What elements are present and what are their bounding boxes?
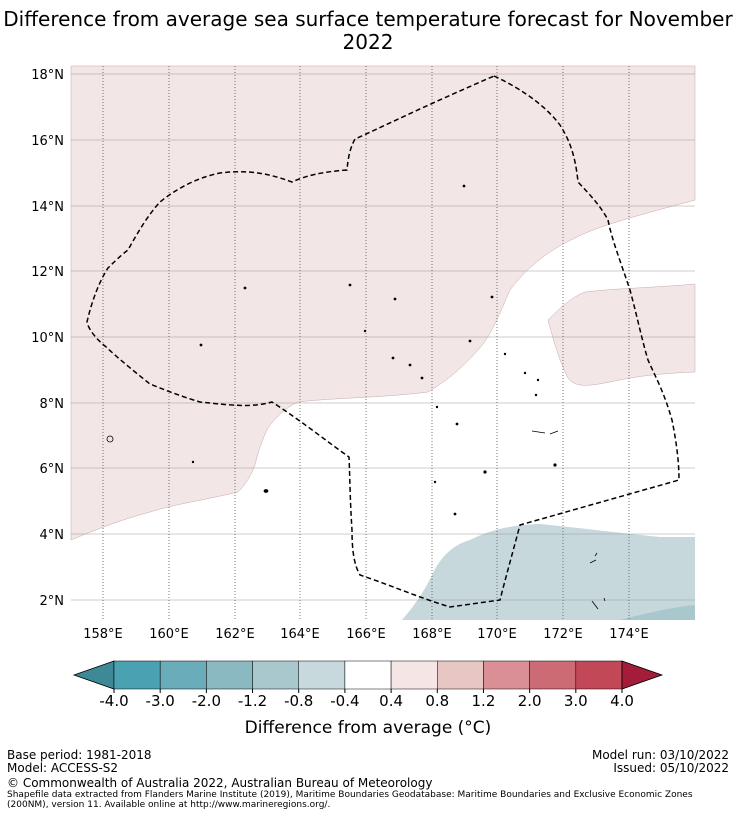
colorbar-tick-label: -3.0 xyxy=(146,692,175,710)
lon-tick-label: 170°E xyxy=(477,627,517,642)
lon-tick-labels: 158°E 160°E 162°E 164°E 166°E 168°E 170°… xyxy=(83,627,649,642)
island xyxy=(363,329,367,333)
colorbar-tick-label: 2.0 xyxy=(518,692,542,710)
colorbar-tick-label: 1.2 xyxy=(472,692,496,710)
colorbar-segment xyxy=(252,660,299,690)
lon-tick-label: 164°E xyxy=(280,627,320,642)
island xyxy=(453,512,457,516)
colorbar-title: Difference from average (°C) xyxy=(244,718,492,738)
cool-anomaly-region-strong xyxy=(620,605,695,620)
lon-tick-label: 160°E xyxy=(149,627,189,642)
island xyxy=(531,430,559,435)
colorbar-segment xyxy=(298,660,346,690)
island xyxy=(591,597,606,610)
lat-tick-label: 8°N xyxy=(40,397,65,412)
colorbar-segment xyxy=(529,660,577,690)
colorbar-segment xyxy=(206,660,253,690)
island xyxy=(243,286,247,290)
colorbar-segment xyxy=(113,660,161,690)
lon-tick-label: 158°E xyxy=(83,627,123,642)
island xyxy=(348,283,352,287)
lon-tick-label: 168°E xyxy=(412,627,452,642)
lat-tick-labels: 18°N 16°N 14°N 12°N 10°N 8°N 6°N 4°N 2°N xyxy=(31,68,64,609)
lat-tick-label: 18°N xyxy=(31,68,64,83)
colorbar-segment xyxy=(159,660,207,690)
lon-gridlines xyxy=(102,66,630,620)
colorbar xyxy=(72,660,664,690)
lon-tick-label: 166°E xyxy=(346,627,386,642)
colorbar-tick-label: -1.2 xyxy=(238,692,267,710)
island xyxy=(435,405,439,409)
colorbar-segment xyxy=(575,660,623,690)
colorbar-segment xyxy=(344,660,392,690)
island xyxy=(490,295,494,299)
shapefile-credit: Shapefile data extracted from Flanders M… xyxy=(7,790,693,810)
lat-gridlines xyxy=(71,73,695,601)
island xyxy=(191,460,195,464)
copyright-notice: © Commonwealth of Australia 2022, Austra… xyxy=(7,776,433,790)
island xyxy=(468,339,472,343)
island xyxy=(589,552,598,564)
colorbar-tick-label: 0.8 xyxy=(425,692,449,710)
model-name: Model: ACCESS-S2 xyxy=(7,761,119,775)
lon-tick-label: 174°E xyxy=(609,627,649,642)
island xyxy=(199,343,203,347)
colorbar-extend-high xyxy=(621,660,664,690)
warm-anomaly-region xyxy=(70,65,696,541)
map-title: Difference from average sea surface temp… xyxy=(3,7,733,54)
colorbar-segment xyxy=(390,660,438,690)
islands xyxy=(106,184,606,610)
lat-tick-label: 12°N xyxy=(31,265,64,280)
map-area xyxy=(70,65,696,620)
issued-date: Issued: 05/10/2022 xyxy=(613,761,729,775)
lat-tick-label: 10°N xyxy=(31,331,64,346)
island xyxy=(106,435,114,443)
colorbar-tick-labels: -4.0 -3.0 -2.0 -1.2 -0.8 -0.4 0.4 0.8 1.2 2.0 3.0 4… xyxy=(99,689,634,710)
colorbar-segment xyxy=(437,660,484,690)
island xyxy=(420,376,424,380)
island xyxy=(393,297,397,301)
colorbar-tick-label: -2.0 xyxy=(192,692,221,710)
island xyxy=(408,363,412,367)
lon-tick-label: 162°E xyxy=(215,627,255,642)
colorbar-tick-label: 3.0 xyxy=(564,692,588,710)
eez-boundary xyxy=(86,75,680,608)
base-period: Base period: 1981-2018 xyxy=(7,748,152,762)
colorbar-tick-label: 4.0 xyxy=(610,692,634,710)
island xyxy=(553,463,557,467)
colorbar-tick-label: -0.8 xyxy=(284,692,313,710)
lat-tick-label: 14°N xyxy=(31,200,64,215)
cool-anomaly-region xyxy=(402,524,695,620)
island xyxy=(391,356,395,360)
lat-tick-label: 16°N xyxy=(31,134,64,149)
island xyxy=(483,470,487,474)
island xyxy=(263,489,269,493)
island xyxy=(433,480,437,484)
warm-anomaly-region-east xyxy=(547,283,696,386)
island xyxy=(523,371,527,375)
colorbar-tick-label: -4.0 xyxy=(99,692,128,710)
island xyxy=(536,378,540,382)
island xyxy=(534,393,538,397)
lat-tick-label: 6°N xyxy=(40,462,65,477)
island xyxy=(462,184,466,188)
colorbar-tick-label: 0.4 xyxy=(379,692,403,710)
colorbar-segment xyxy=(483,660,530,690)
island xyxy=(503,352,507,356)
colorbar-extend-low xyxy=(72,660,115,690)
model-run: Model run: 03/10/2022 xyxy=(591,748,729,762)
lat-tick-label: 2°N xyxy=(40,594,65,609)
island xyxy=(455,422,459,426)
lat-tick-label: 4°N xyxy=(40,528,65,543)
colorbar-tick-label: -0.4 xyxy=(330,692,359,710)
lon-tick-label: 172°E xyxy=(543,627,583,642)
